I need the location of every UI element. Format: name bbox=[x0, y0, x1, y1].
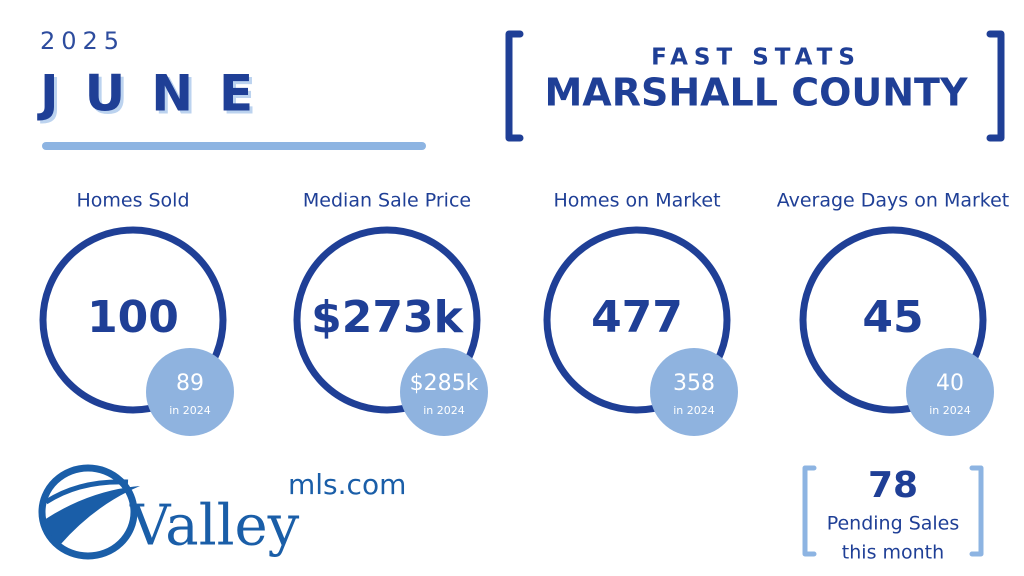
pending-label: this month bbox=[842, 542, 944, 564]
prior-badge bbox=[146, 348, 234, 436]
stat-value: $273k bbox=[311, 292, 464, 343]
pending-bracket-right bbox=[969, 465, 984, 557]
stat-label: Median Sale Price bbox=[303, 190, 471, 212]
month: JUNE bbox=[37, 65, 279, 123]
prior-label: in 2024 bbox=[169, 404, 211, 417]
logo-domain: mls.com bbox=[288, 468, 406, 501]
logo-swoosh-line bbox=[44, 479, 129, 505]
stat-label: Homes Sold bbox=[76, 190, 189, 212]
stat-label: Homes on Market bbox=[553, 190, 720, 212]
stat-ring bbox=[39, 226, 227, 414]
logo: Valley mls.com bbox=[38, 464, 406, 560]
prior-value: 40 bbox=[936, 371, 964, 396]
prior-value: 89 bbox=[176, 371, 204, 396]
logo-swoosh bbox=[44, 486, 140, 545]
prior-badge bbox=[650, 348, 738, 436]
bracket-left bbox=[505, 30, 524, 142]
bracket-right bbox=[986, 30, 1005, 142]
prior-label: in 2024 bbox=[929, 404, 971, 417]
county: MARSHALL COUNTY bbox=[544, 71, 967, 115]
stat-ring bbox=[799, 226, 987, 414]
pending-value: 78 bbox=[868, 465, 918, 506]
prior-value: $285k bbox=[410, 371, 479, 396]
stat-value: 45 bbox=[862, 292, 923, 343]
fast-stats: FAST STATS bbox=[651, 45, 861, 71]
prior-value: 358 bbox=[673, 371, 715, 396]
stat-ring bbox=[293, 226, 481, 414]
stats: Homes Sold 100 89 in 2024 Median Sale Price $… bbox=[39, 190, 1010, 436]
logo-name: Valley bbox=[129, 494, 300, 559]
stat-value: 477 bbox=[591, 292, 683, 343]
pending-bracket-left bbox=[802, 465, 817, 557]
year: 2025 bbox=[40, 27, 125, 55]
stat-value: 100 bbox=[87, 292, 179, 343]
prior-label: in 2024 bbox=[423, 404, 465, 417]
prior-badge bbox=[400, 348, 488, 436]
prior-label: in 2024 bbox=[673, 404, 715, 417]
stat-ring bbox=[543, 226, 731, 414]
pending-label: Pending Sales bbox=[827, 513, 960, 535]
logo-ring bbox=[38, 464, 138, 560]
prior-badge bbox=[906, 348, 994, 436]
month-shadow: JUNE bbox=[40, 68, 282, 126]
stat-label: Average Days on Market bbox=[777, 190, 1010, 212]
